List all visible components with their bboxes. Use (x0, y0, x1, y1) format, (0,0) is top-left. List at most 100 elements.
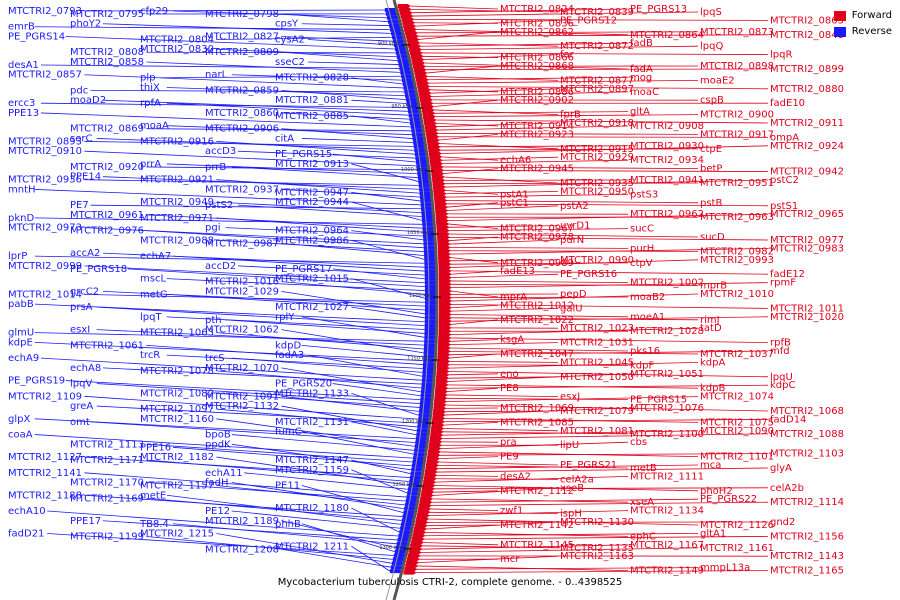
gene-label-forward: pstS1 (770, 201, 798, 212)
gene-label-reverse: PPE14 (70, 172, 101, 183)
leader-line-forward (442, 159, 629, 164)
gene-label-reverse: coaA (8, 430, 33, 441)
gene-label-forward: MTCTRI2_1111 (630, 471, 704, 482)
gene-label-reverse: phoY2 (70, 19, 101, 30)
leader-line-reverse (351, 278, 426, 299)
leader-line-forward (437, 125, 629, 131)
leader-line-forward (450, 257, 499, 264)
gene-label-forward: MTCTRI2_0934 (630, 155, 704, 166)
leader-line-forward (449, 250, 699, 252)
gene-arrow-reverse (420, 389, 434, 394)
gene-label-forward: MTCTRI2_1143 (770, 551, 844, 562)
gene-arrow-forward (429, 158, 443, 163)
leader-line-forward (450, 273, 559, 278)
gene-arrow-forward (423, 480, 437, 485)
leader-line-forward (421, 544, 629, 550)
gene-label-forward: glyA (770, 463, 792, 474)
gene-arrow-reverse (419, 191, 433, 196)
gene-arrow-reverse (411, 128, 425, 133)
gene-arrow-reverse (421, 378, 435, 383)
gene-label-forward: pstC1 (500, 198, 529, 209)
gene-label-forward: MTCTRI2_0868 (500, 61, 574, 72)
scale-tick-label: 950 kbp (391, 104, 411, 110)
leader-line-reverse (231, 74, 402, 81)
gene-arrow-reverse (421, 206, 435, 211)
gene-label-reverse: MTCTRI2_0937 (205, 184, 279, 195)
leader-line-reverse (84, 265, 425, 284)
legend-forward-label: Forward (851, 10, 892, 21)
leader-line-reverse (301, 485, 404, 514)
leader-line-reverse (146, 536, 393, 560)
gene-label-reverse: MTCTRI2_0798 (205, 9, 279, 20)
gene-arrow-forward (434, 399, 448, 404)
gene-arrow-reverse (417, 175, 431, 180)
gene-label-reverse: MTCTRI2_0858 (70, 57, 144, 68)
gene-label-forward: moaB2 (630, 292, 665, 303)
gene-arrow-forward (437, 238, 451, 243)
scale-tick-label: 900 kbp (378, 41, 398, 47)
leader-line-reverse (127, 268, 425, 288)
leader-line-reverse (351, 77, 403, 85)
gene-label-forward: MTCTRI2_0918 (560, 118, 634, 129)
leader-line-forward (450, 270, 499, 275)
gene-label-forward: kdpA (700, 357, 725, 368)
gene-label-reverse: sseC2 (275, 57, 305, 68)
gene-label-forward: MTCTRI2_0886 (500, 87, 574, 98)
gene-arrow-forward (420, 101, 434, 106)
gene-label-forward: metB (630, 463, 657, 474)
gene-label-forward: MTCTRI2_1074 (700, 392, 774, 403)
leader-line-reverse (216, 179, 420, 194)
gene-label-reverse: MTCTRI2_0793 (8, 6, 82, 17)
leader-line-reverse (146, 459, 410, 482)
gene-arrow-forward (438, 342, 452, 347)
gene-arrow-forward (438, 315, 452, 320)
gene-label-reverse: fadH (205, 478, 229, 489)
gene-arrow-forward (438, 278, 452, 283)
leader-line-forward (409, 5, 499, 10)
gene-label-forward: MTCTRI2_0993 (700, 255, 774, 266)
gene-arrow-forward (435, 215, 449, 220)
leader-line-forward (450, 282, 769, 289)
gene-label-forward: ompA (770, 132, 799, 143)
gene-label-forward: fadE13 (500, 266, 535, 277)
gene-label-reverse: echA8 (70, 363, 101, 374)
gene-arrow-forward (438, 322, 452, 327)
gene-arrow-forward (438, 299, 452, 304)
gene-label-reverse: MTCTRI2_0885 (275, 111, 349, 122)
leader-line-reverse (146, 443, 413, 463)
gene-label-forward: MTCTRI2_0914 (500, 121, 574, 132)
gene-arrow-forward (397, 4, 411, 8)
leader-line-reverse (281, 51, 398, 62)
leader-line-forward (450, 314, 629, 318)
gene-label-forward: moaC (630, 87, 659, 98)
gene-label-forward: MTCTRI2_1156 (770, 531, 844, 542)
leader-line-reverse (281, 548, 391, 568)
gene-label-forward: PE8 (500, 383, 519, 394)
leader-line-reverse (281, 90, 406, 101)
gene-label-forward: MTCTRI2_1050 (560, 372, 634, 383)
gene-label-reverse: MTCTRI2_0913 (275, 159, 349, 170)
leader-line-reverse (34, 341, 424, 362)
leader-line-reverse (301, 316, 425, 338)
leader-line-forward (420, 547, 699, 553)
leader-line-reverse (40, 357, 422, 381)
gene-arrow-reverse (396, 541, 410, 546)
gene-arrow-forward (418, 503, 432, 508)
gene-label-reverse: MTCTRI2_0906 (205, 124, 279, 135)
gene-label-forward: gltA (630, 107, 650, 118)
gene-arrow-forward (423, 476, 437, 481)
gene-arrow-forward (427, 144, 441, 149)
gene-arrow-forward (405, 563, 419, 568)
leader-line-forward (444, 179, 769, 188)
gene-label-forward: MTCTRI2_1134 (630, 506, 704, 517)
gene-arrow-forward (437, 346, 451, 350)
gene-arrow-forward (417, 84, 431, 89)
gene-label-forward: MTCTRI2_1010 (700, 289, 774, 300)
gene-label-forward: PE_PGRS12 (560, 15, 617, 26)
genome-backbone-arc-inner (385, 0, 430, 600)
leader-line-reverse (216, 48, 397, 58)
leader-line-forward (435, 476, 629, 483)
gene-label-forward: MTCTRI2_0873 (700, 27, 774, 38)
gene-label-forward: MTCTRI2_1135 (560, 543, 634, 554)
gene-arrow-forward (433, 403, 447, 407)
